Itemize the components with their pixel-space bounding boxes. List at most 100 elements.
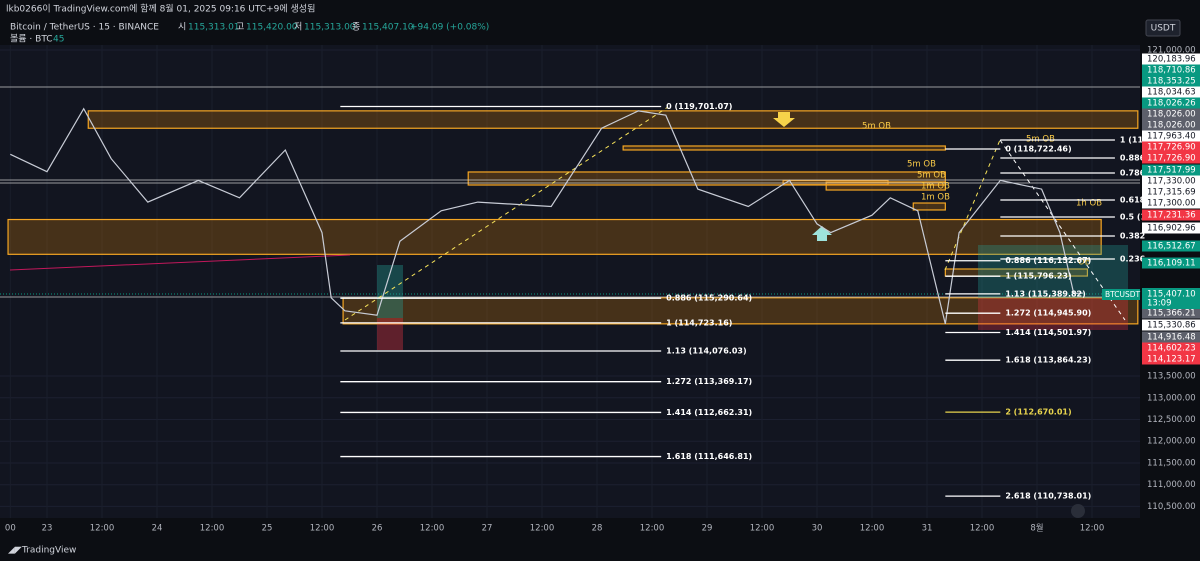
- last-price: 115,407.10: [1147, 290, 1196, 300]
- price-badge: [1142, 342, 1200, 354]
- annotation: OB: [1078, 258, 1091, 268]
- footer-logo: ◢◤: [8, 546, 22, 556]
- fib-label: 1.414 (112,662.31): [666, 408, 752, 417]
- price-badge-label: 118,026.26: [1147, 99, 1196, 109]
- price-badge: [1142, 141, 1200, 153]
- fib-label: 1.272 (114,945.90): [1005, 309, 1091, 318]
- time-tick-label: 8월: [1030, 523, 1043, 534]
- time-tick-label: 24: [152, 524, 163, 534]
- time-tick-label: 12:00: [200, 524, 225, 534]
- fib-label: 1 (114,723.16): [666, 318, 732, 327]
- price-badge: [1142, 222, 1200, 234]
- price-badge-label: 118,026.00: [1147, 121, 1196, 131]
- fib-label: 1.618 (113,864.23): [1005, 356, 1091, 365]
- ohlc-value: 115,313.00: [304, 23, 356, 33]
- price-badge: [1142, 119, 1200, 131]
- price-badge-label: 120,183.96: [1147, 55, 1196, 65]
- symbol[interactable]: Bitcoin / TetherUS · 15 · BINANCE: [10, 23, 159, 33]
- price-badge-label: 114,123.17: [1147, 355, 1196, 365]
- price-badge-label: 118,353.25: [1147, 77, 1196, 87]
- price-badge: [1142, 75, 1200, 87]
- ohlc-value: 115,407.10: [362, 23, 414, 33]
- ohlc-value: 115,420.00: [246, 23, 298, 33]
- time-tick-label: 29: [702, 524, 713, 534]
- alert-button[interactable]: [1071, 504, 1085, 518]
- price-badge: [1142, 164, 1200, 176]
- fib-anchor: [344, 106, 669, 321]
- price-badge-label: 114,916.48: [1147, 333, 1196, 343]
- annotation: 1h OB: [1076, 199, 1102, 209]
- price-tick-label: 113,000.00: [1147, 393, 1196, 403]
- price-tick-label: 121,000.00: [1147, 46, 1196, 56]
- annotation: 1m OB: [921, 193, 950, 203]
- fib-label: 0.886: [1120, 153, 1146, 162]
- price-badge: [1142, 53, 1200, 65]
- volume-value: 45: [53, 35, 64, 45]
- ohlc-change: +94.09 (+0.08%): [410, 23, 489, 33]
- price-badge: [1142, 319, 1200, 331]
- time-tick-label: 27: [482, 524, 493, 534]
- time-tick-label: 12:00: [530, 524, 555, 534]
- time-tick-label: 23: [42, 524, 53, 534]
- time-tick-label: 12:00: [420, 524, 445, 534]
- fib-label: 1.272 (113,369.17): [666, 377, 752, 386]
- order-block: [7, 218, 1102, 255]
- price-badge-label: 117,963.40: [1147, 132, 1196, 142]
- price-tick-label: 112,000.00: [1147, 437, 1196, 447]
- fib-label: 0.236: [1120, 255, 1146, 264]
- ohlc-label: 저: [294, 22, 302, 33]
- order-block: [87, 110, 1139, 129]
- price-badge-label: 117,300.00: [1147, 199, 1196, 209]
- fib-label: 1 (118: [1120, 135, 1149, 144]
- fib-label: 0.886 (115,290.64): [666, 294, 752, 303]
- price-badge: [1142, 64, 1200, 76]
- price-badge: [1142, 86, 1200, 98]
- price-badge-label: 115,330.86: [1147, 321, 1196, 331]
- currency[interactable]: USDT: [1151, 24, 1176, 34]
- currency-box[interactable]: [1145, 19, 1181, 37]
- time-tick-label: 25: [262, 524, 273, 534]
- fib-label: 1.618 (111,646.81): [666, 452, 752, 461]
- time-tick-label: 00: [5, 524, 16, 534]
- fib-label: 0.786: [1120, 169, 1146, 178]
- price-badge: [1142, 130, 1200, 142]
- chart-area: [0, 45, 1140, 518]
- order-block: [825, 181, 946, 191]
- time-tick-label: 28: [592, 524, 603, 534]
- fib-label: 2 (112,670.01): [1005, 408, 1071, 417]
- countdown: 13:09: [1147, 299, 1172, 309]
- trend-line: [9, 254, 351, 271]
- fib-label: 1.414 (114,501.97): [1005, 328, 1091, 337]
- price-tick-label: 111,500.00: [1147, 458, 1196, 468]
- order-block: [342, 297, 1139, 325]
- attribution: lkb0266이 TradingView.com에 함께 8월 01, 2025…: [6, 3, 315, 15]
- time-tick-label: 12:00: [1080, 524, 1105, 534]
- price-badge: [1142, 240, 1200, 252]
- annotation: 5m OB: [917, 171, 946, 181]
- order-block: [622, 145, 946, 151]
- annotation: 1m OB: [921, 182, 950, 192]
- volume-label: 볼륨 · BTC: [10, 34, 53, 45]
- price-badge-label: 114,602.23: [1147, 344, 1196, 354]
- fib-label: 0.5 (1: [1120, 213, 1147, 222]
- price-badge: [1142, 307, 1200, 319]
- price-badge-label: 117,315.69: [1147, 188, 1196, 198]
- last-price-badge: [1142, 288, 1200, 309]
- price-badge: [1142, 353, 1200, 365]
- down-arrow: [773, 112, 795, 127]
- symbol-badge: [1102, 289, 1140, 300]
- time-tick-label: 12:00: [750, 524, 775, 534]
- price-badge-label: 117,726.90: [1147, 143, 1196, 153]
- price-line: [10, 107, 1083, 325]
- price-badge-label: 116,902.96: [1147, 224, 1196, 234]
- time-tick-label: 30: [812, 524, 823, 534]
- fib-label: 1.13 (114,076.03): [666, 346, 746, 355]
- position-loss: [978, 298, 1128, 330]
- ohlc-label: 시: [178, 22, 186, 33]
- price-badge: [1142, 186, 1200, 198]
- price-tick-label: 113,500.00: [1147, 372, 1196, 382]
- price-badge: [1142, 152, 1200, 164]
- price-tick-label: 112,500.00: [1147, 415, 1196, 425]
- time-tick-label: 12:00: [310, 524, 335, 534]
